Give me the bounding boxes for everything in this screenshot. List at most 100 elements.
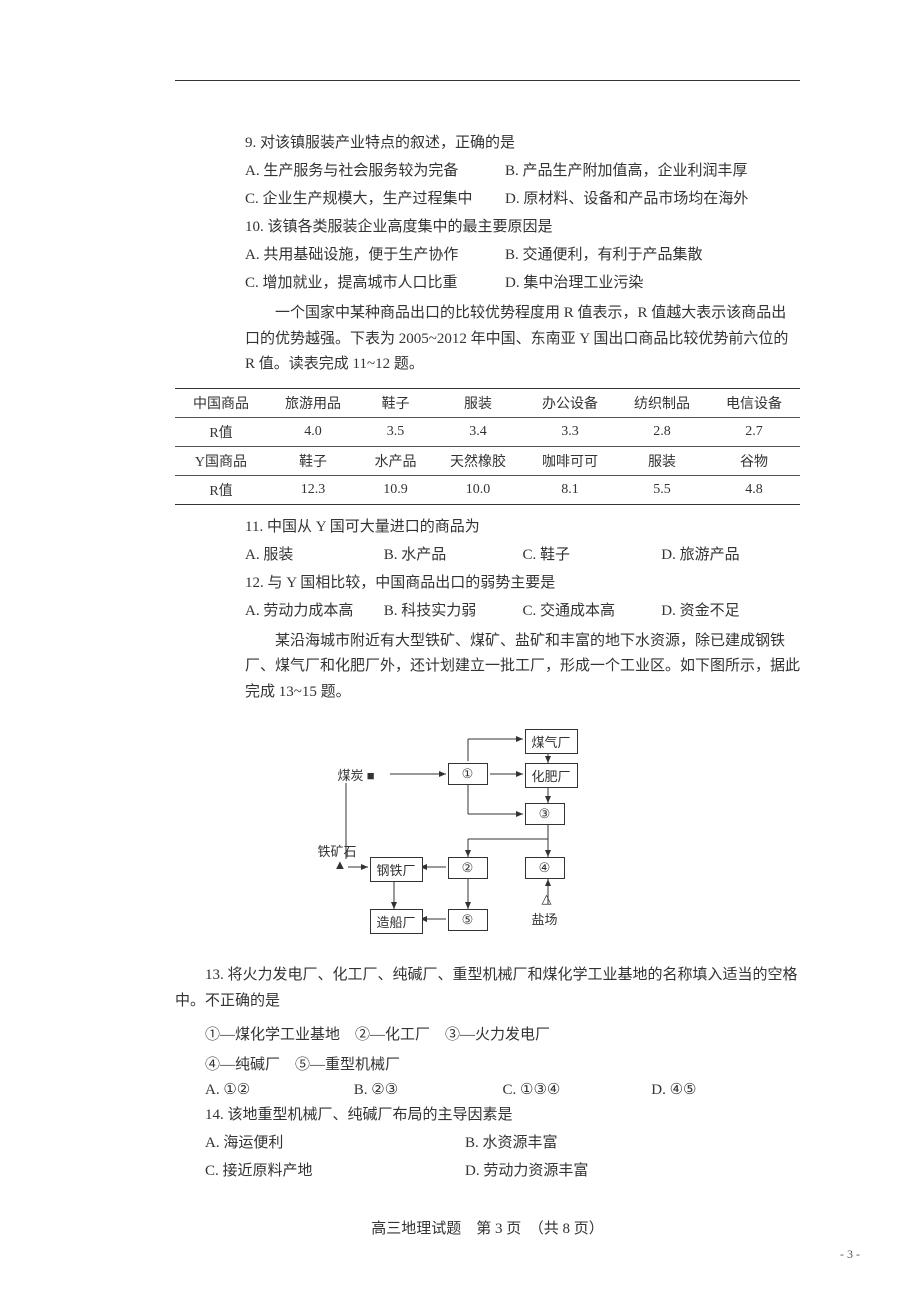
cell: 纺织制品 [616,388,708,417]
node-huafei: 化肥厂 [525,763,578,788]
cell: 中国商品 [175,388,267,417]
cell: R值 [175,475,267,504]
q12-stem: 12. 与 Y 国相比较，中国商品出口的弱势主要是 [245,571,800,595]
passage-2: 某沿海城市附近有大型铁矿、煤矿、盐矿和丰富的地下水资源，除已建成钢铁厂、煤气厂和… [245,629,800,706]
cell: 4.0 [267,417,359,446]
cell: 鞋子 [267,446,359,475]
q14-block: 14. 该地重型机械厂、纯碱厂布局的主导因素是 A. 海运便利 B. 水资源丰富… [205,1103,800,1183]
cell: 2.8 [616,417,708,446]
q11-opts: A. 服装 B. 水产品 C. 鞋子 D. 旅游产品 [245,543,800,567]
table-row: R值 12.3 10.9 10.0 8.1 5.5 4.8 [175,475,800,504]
q14-a: A. 海运便利 [205,1131,465,1155]
cell: 咖啡可可 [524,446,616,475]
node-5: ⑤ [448,909,488,931]
cell: 10.9 [359,475,432,504]
cell: R值 [175,417,267,446]
page-footer: 高三地理试题 第 3 页 （共 8 页） [175,1217,800,1238]
q12-b: B. 科技实力弱 [384,599,523,623]
node-3: ③ [525,803,565,825]
cell: 电信设备 [708,388,800,417]
r-value-table: 中国商品 旅游用品 鞋子 服装 办公设备 纺织制品 电信设备 R值 4.0 3.… [175,388,800,505]
cell: 天然橡胶 [432,446,524,475]
q14-cd: C. 接近原料产地 D. 劳动力资源丰富 [205,1159,800,1183]
page-number: - 3 - [840,1247,860,1262]
cell: 旅游用品 [267,388,359,417]
q9-block: 9. 对该镇服装产业特点的叙述，正确的是 A. 生产服务与社会服务较为完备 B.… [245,131,800,211]
q12-d: D. 资金不足 [661,599,800,623]
q9-b: B. 产品生产附加值高，企业利润丰厚 [505,159,748,183]
q12-block: 12. 与 Y 国相比较，中国商品出口的弱势主要是 A. 劳动力成本高 B. 科… [245,571,800,623]
page-content: 9. 对该镇服装产业特点的叙述，正确的是 A. 生产服务与社会服务较为完备 B.… [0,0,920,1278]
q14-b: B. 水资源丰富 [465,1131,558,1155]
diagram-arrows [318,719,658,949]
q13-d: D. ④⑤ [651,1080,800,1099]
q12-a: A. 劳动力成本高 [245,599,384,623]
q10-opts-ab: A. 共用基础设施，便于生产协作 B. 交通便利，有利于产品集散 [245,243,800,267]
table-row: Y国商品 鞋子 水产品 天然橡胶 咖啡可可 服装 谷物 [175,446,800,475]
top-rule [175,80,800,81]
q9-opts-ab: A. 生产服务与社会服务较为完备 B. 产品生产附加值高，企业利润丰厚 [245,159,800,183]
q11-d: D. 旅游产品 [661,543,800,567]
q9-a: A. 生产服务与社会服务较为完备 [245,159,505,183]
cell: 服装 [616,446,708,475]
cell: 3.5 [359,417,432,446]
cell: 8.1 [524,475,616,504]
cell: 谷物 [708,446,800,475]
q10-opts-cd: C. 增加就业，提高城市人口比重 D. 集中治理工业污染 [245,271,800,295]
cell: 5.5 [616,475,708,504]
q11-a: A. 服装 [245,543,384,567]
node-4: ④ [525,857,565,879]
q10-d: D. 集中治理工业污染 [505,271,643,295]
cell: 2.7 [708,417,800,446]
q12-c: C. 交通成本高 [523,599,662,623]
node-zaochuan: 造船厂 [370,909,423,934]
q10-b: B. 交通便利，有利于产品集散 [505,243,703,267]
q12-opts: A. 劳动力成本高 B. 科技实力弱 C. 交通成本高 D. 资金不足 [245,599,800,623]
flow-diagram: 煤炭 ■ ① 煤气厂 化肥厂 ③ 铁矿石 ▲ 钢铁厂 ② ④ 造船厂 ⑤ △ 盐… [318,719,658,949]
q13-line1: ①—煤化学工业基地 ②—化工厂 ③—火力发电厂 [205,1020,800,1050]
q14-d: D. 劳动力资源丰富 [465,1159,588,1183]
q13-b: B. ②③ [354,1080,503,1099]
q13-stem: 13. 将火力发电厂、化工厂、纯碱厂、重型机械厂和煤化学工业基地的名称填入适当的… [175,963,800,1014]
q11-c: C. 鞋子 [523,543,662,567]
q14-ab: A. 海运便利 B. 水资源丰富 [205,1131,800,1155]
cell: 3.4 [432,417,524,446]
node-meiqi: 煤气厂 [525,729,578,754]
q10-block: 10. 该镇各类服装企业高度集中的最主要原因是 A. 共用基础设施，便于生产协作… [245,215,800,295]
q13-a: A. ①② [205,1080,354,1099]
label-salt: 盐场 [532,909,558,928]
cell: Y国商品 [175,446,267,475]
q9-c: C. 企业生产规模大，生产过程集中 [245,187,505,211]
cell: 12.3 [267,475,359,504]
q14-stem: 14. 该地重型机械厂、纯碱厂布局的主导因素是 [205,1103,800,1127]
label-coal: 煤炭 ■ [338,765,375,784]
table-row: 中国商品 旅游用品 鞋子 服装 办公设备 纺织制品 电信设备 [175,388,800,417]
q13-answers: A. ①② B. ②③ C. ①③④ D. ④⑤ [205,1080,800,1099]
q14-c: C. 接近原料产地 [205,1159,465,1183]
cell: 水产品 [359,446,432,475]
salt-symbol: △ [542,891,552,907]
node-gangtie: 钢铁厂 [370,857,423,882]
q13-block: 13. 将火力发电厂、化工厂、纯碱厂、重型机械厂和煤化学工业基地的名称填入适当的… [175,963,800,1099]
q10-stem: 10. 该镇各类服装企业高度集中的最主要原因是 [245,215,800,239]
q11-block: 11. 中国从 Y 国可大量进口的商品为 A. 服装 B. 水产品 C. 鞋子 … [245,515,800,567]
cell: 10.0 [432,475,524,504]
table-row: R值 4.0 3.5 3.4 3.3 2.8 2.7 [175,417,800,446]
q13-line2: ④—纯碱厂 ⑤—重型机械厂 [205,1050,800,1080]
iron-symbol: ▲ [334,857,347,873]
node-1: ① [448,763,488,785]
cell: 服装 [432,388,524,417]
q9-stem: 9. 对该镇服装产业特点的叙述，正确的是 [245,131,800,155]
cell: 鞋子 [359,388,432,417]
q10-c: C. 增加就业，提高城市人口比重 [245,271,505,295]
q10-a: A. 共用基础设施，便于生产协作 [245,243,505,267]
q9-opts-cd: C. 企业生产规模大，生产过程集中 D. 原材料、设备和产品市场均在海外 [245,187,800,211]
cell: 3.3 [524,417,616,446]
cell: 办公设备 [524,388,616,417]
node-2: ② [448,857,488,879]
q11-b: B. 水产品 [384,543,523,567]
cell: 4.8 [708,475,800,504]
passage-1: 一个国家中某种商品出口的比较优势程度用 R 值表示，R 值越大表示该商品出口的优… [245,301,800,378]
q11-stem: 11. 中国从 Y 国可大量进口的商品为 [245,515,800,539]
q9-d: D. 原材料、设备和产品市场均在海外 [505,187,748,211]
